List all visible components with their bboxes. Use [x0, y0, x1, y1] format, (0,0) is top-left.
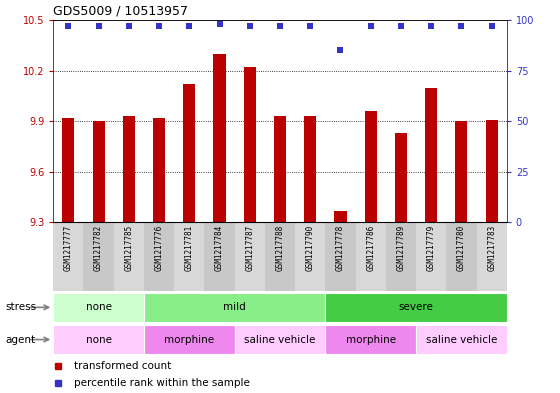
Text: percentile rank within the sample: percentile rank within the sample	[73, 378, 250, 387]
Point	[155, 23, 164, 29]
Bar	[204, 222, 235, 291]
Text: GSM1217781: GSM1217781	[185, 224, 194, 271]
Text: GSM1217787: GSM1217787	[245, 224, 254, 271]
Bar	[356, 222, 386, 291]
Text: none: none	[86, 302, 111, 312]
Point	[336, 47, 345, 53]
Bar	[183, 84, 195, 222]
Text: GSM1217778: GSM1217778	[336, 224, 345, 271]
Bar	[425, 88, 437, 222]
Bar	[213, 54, 226, 222]
Text: severe: severe	[399, 302, 433, 312]
Text: GSM1217776: GSM1217776	[155, 224, 164, 271]
Text: GSM1217779: GSM1217779	[427, 224, 436, 271]
Text: saline vehicle: saline vehicle	[244, 334, 316, 345]
Text: morphine: morphine	[164, 334, 214, 345]
Bar	[83, 222, 114, 291]
Bar	[446, 222, 477, 291]
Bar	[325, 222, 356, 291]
Bar	[53, 222, 83, 291]
Bar	[144, 325, 235, 354]
Point	[94, 23, 103, 29]
Text: stress: stress	[6, 302, 37, 312]
Bar	[304, 116, 316, 222]
Bar	[92, 121, 105, 222]
Point	[487, 23, 496, 29]
Bar	[53, 293, 144, 322]
Bar	[123, 116, 135, 222]
Bar	[114, 222, 144, 291]
Bar	[295, 222, 325, 291]
Text: transformed count: transformed count	[73, 361, 171, 371]
Text: GDS5009 / 10513957: GDS5009 / 10513957	[53, 4, 188, 17]
Bar	[365, 111, 377, 222]
Bar	[416, 325, 507, 354]
Text: GSM1217786: GSM1217786	[366, 224, 375, 271]
Text: GSM1217777: GSM1217777	[64, 224, 73, 271]
Text: mild: mild	[223, 302, 246, 312]
Point	[457, 23, 466, 29]
Bar	[153, 118, 165, 222]
Bar	[144, 293, 325, 322]
Text: GSM1217785: GSM1217785	[124, 224, 133, 271]
Point	[64, 23, 73, 29]
Text: GSM1217788: GSM1217788	[276, 224, 284, 271]
Text: GSM1217789: GSM1217789	[396, 224, 405, 271]
Bar	[395, 133, 407, 222]
Point	[306, 23, 315, 29]
Text: saline vehicle: saline vehicle	[426, 334, 497, 345]
Text: morphine: morphine	[346, 334, 396, 345]
Bar	[334, 211, 347, 222]
Point	[366, 23, 375, 29]
Text: GSM1217780: GSM1217780	[457, 224, 466, 271]
Bar	[144, 222, 174, 291]
Bar	[265, 222, 295, 291]
Bar	[235, 325, 325, 354]
Bar	[53, 325, 144, 354]
Bar	[477, 222, 507, 291]
Bar	[325, 293, 507, 322]
Point	[245, 23, 254, 29]
Bar	[174, 222, 204, 291]
Bar	[235, 222, 265, 291]
Text: none: none	[86, 334, 111, 345]
Text: GSM1217790: GSM1217790	[306, 224, 315, 271]
Bar	[486, 119, 498, 222]
Text: GSM1217783: GSM1217783	[487, 224, 496, 271]
Point	[427, 23, 436, 29]
Bar	[325, 325, 416, 354]
Point	[185, 23, 194, 29]
Bar	[62, 118, 74, 222]
Bar	[386, 222, 416, 291]
Bar	[244, 67, 256, 222]
Text: GSM1217782: GSM1217782	[94, 224, 103, 271]
Point	[124, 23, 133, 29]
Text: GSM1217784: GSM1217784	[215, 224, 224, 271]
Point	[276, 23, 284, 29]
Bar	[416, 222, 446, 291]
Bar	[274, 116, 286, 222]
Text: agent: agent	[6, 334, 36, 345]
Point	[215, 21, 224, 27]
Point	[396, 23, 405, 29]
Bar	[455, 121, 468, 222]
